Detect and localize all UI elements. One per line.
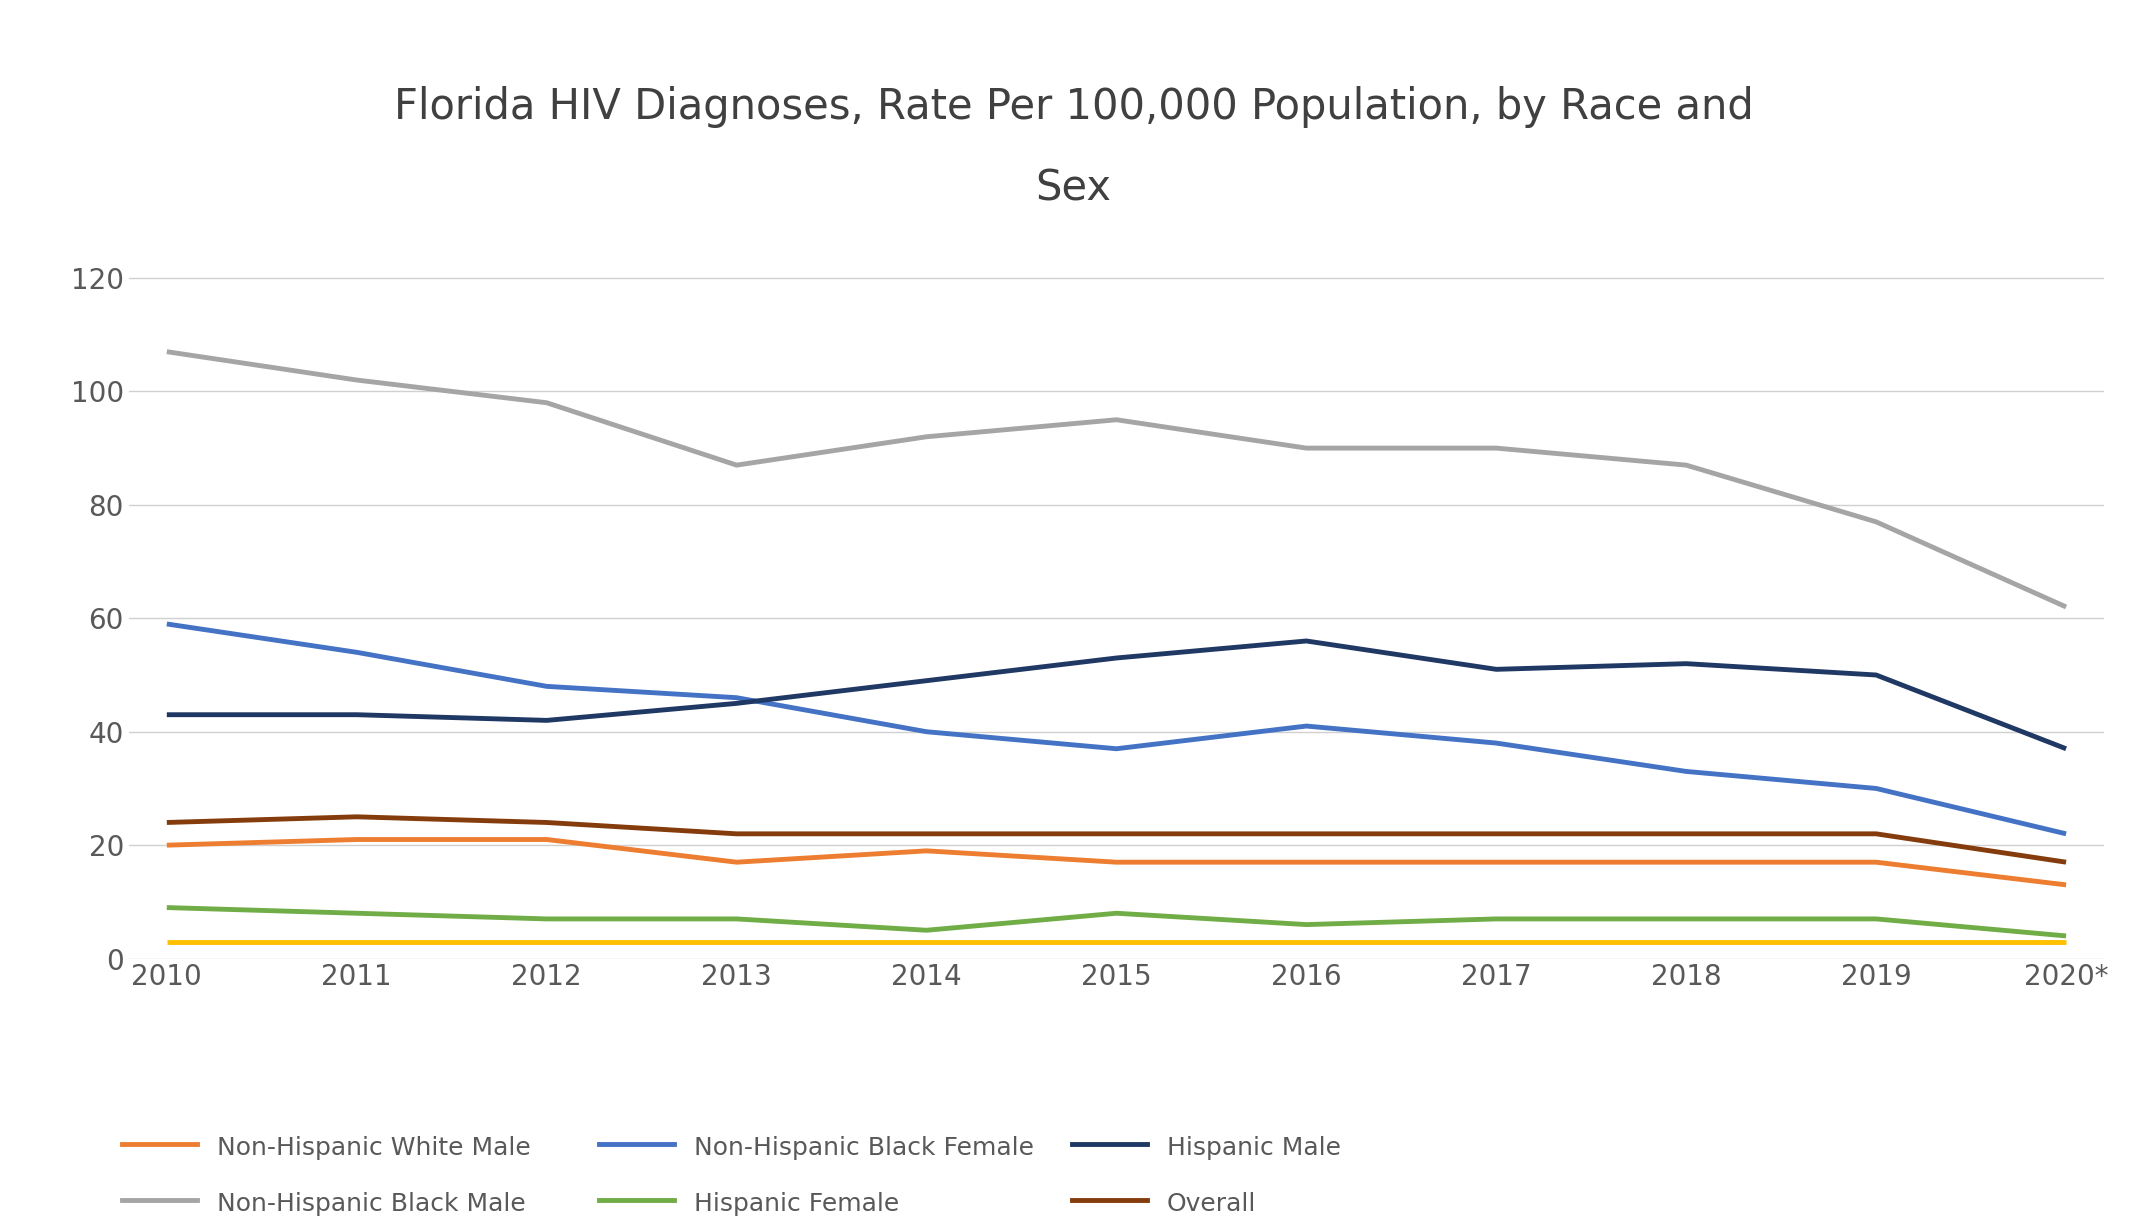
Text: Florida HIV Diagnoses, Rate Per 100,000 Population, by Race and
Sex: Florida HIV Diagnoses, Rate Per 100,000 … <box>393 86 1754 210</box>
Legend: Non-Hispanic White Male, Non-Hispanic Black Male, Non-Hispanic White Female, Non: Non-Hispanic White Male, Non-Hispanic Bl… <box>122 1133 1340 1229</box>
